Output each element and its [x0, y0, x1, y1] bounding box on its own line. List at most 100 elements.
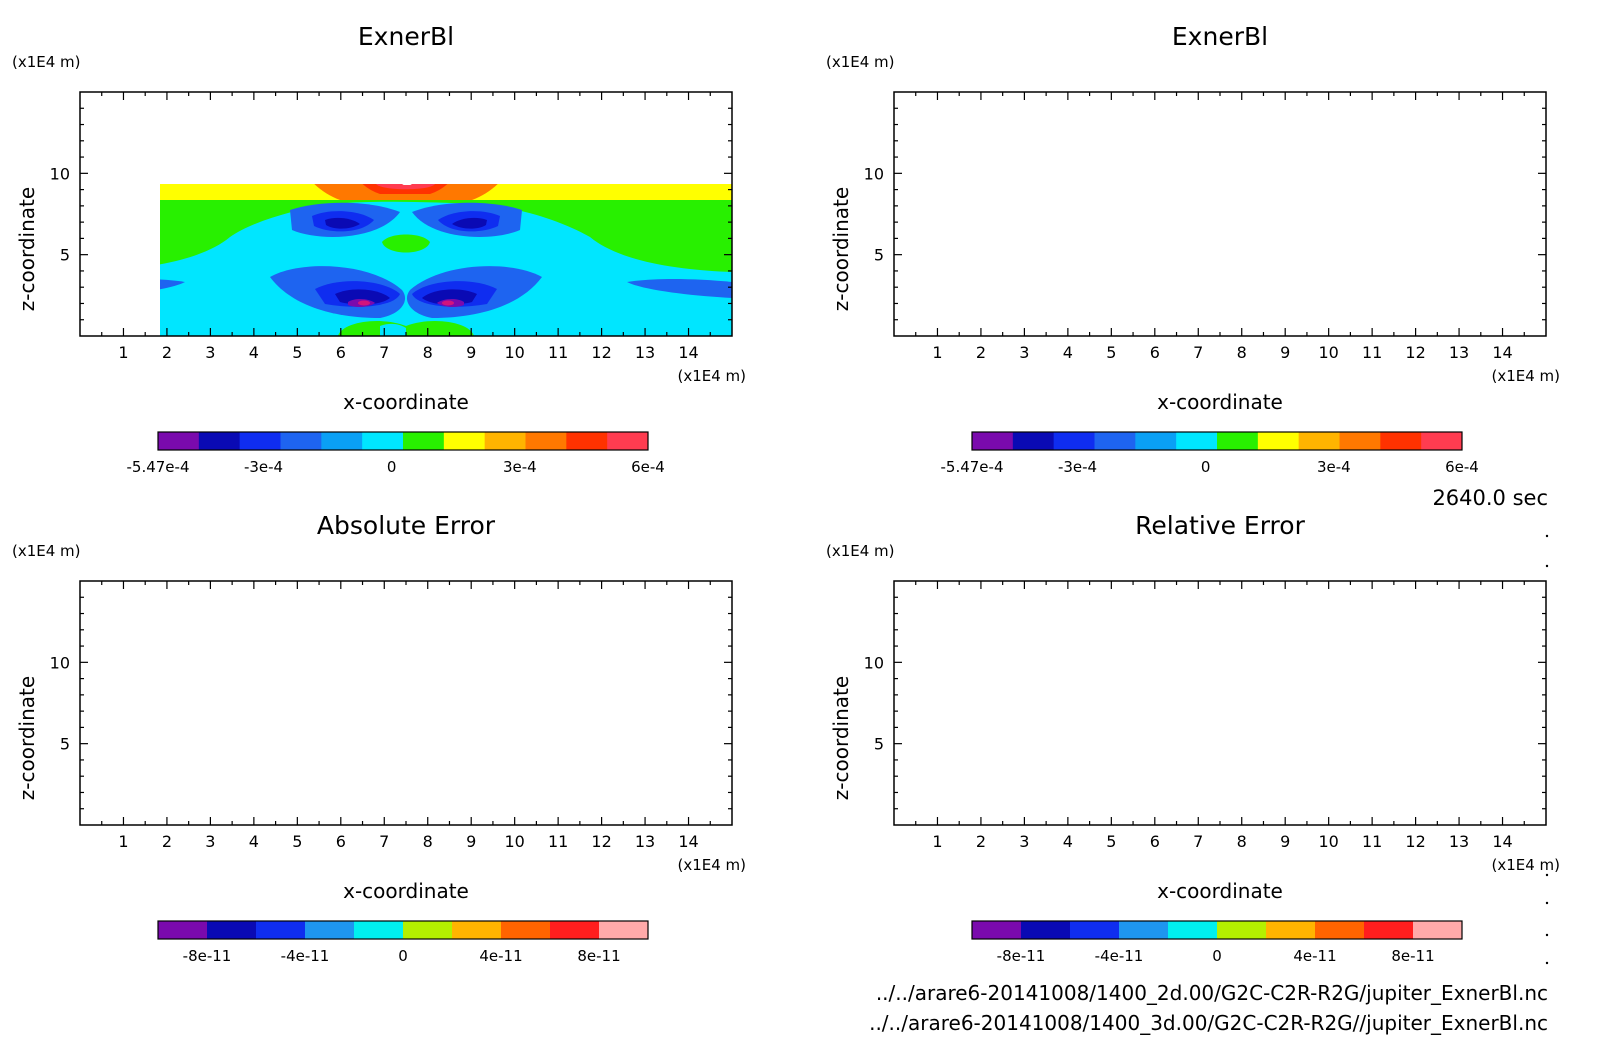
x-tick-label: 13: [635, 343, 655, 362]
colorbar-swatch: [1339, 432, 1381, 450]
x-tick-label: 11: [548, 343, 568, 362]
colorbar-swatch: [1021, 921, 1071, 939]
x-unit-label: (x1E4 m): [677, 367, 746, 385]
colorbar-swatch: [1217, 432, 1259, 450]
y-tick-label: 10: [864, 653, 884, 672]
panel-title: Absolute Error: [317, 511, 496, 540]
colorbar-swatch: [158, 921, 208, 939]
x-tick-label: 12: [591, 343, 611, 362]
x-unit-label: (x1E4 m): [1491, 367, 1560, 385]
y-axis-label: z-coordinate: [829, 676, 853, 800]
x-tick-label: 13: [635, 832, 655, 851]
y-unit-label: (x1E4 m): [12, 53, 81, 71]
margin-dot: [1545, 901, 1549, 905]
colorbar-swatch: [550, 921, 600, 939]
footer-path-1: ../../arare6-20141008/1400_2d.00/G2C-C2R…: [876, 981, 1548, 1005]
x-tick-label: 14: [1492, 343, 1512, 362]
x-tick-label: 4: [249, 343, 259, 362]
panel-title: ExnerBl: [358, 22, 454, 51]
y-axis-label: z-coordinate: [829, 187, 853, 311]
colorbar-frame-0: [157, 431, 649, 451]
x-tick-label: 12: [1405, 343, 1425, 362]
colorbar-swatch: [403, 432, 445, 450]
colorbar-swatch: [1298, 432, 1340, 450]
x-tick-label: 13: [1449, 343, 1469, 362]
colorbar-swatch: [403, 921, 453, 939]
colorbar-swatch: [501, 921, 551, 939]
margin-dot: [1545, 933, 1549, 937]
colorbar-label: 8e-11: [1391, 947, 1434, 965]
colorbar-label: -8e-11: [997, 947, 1046, 965]
x-tick-label: 3: [1019, 832, 1029, 851]
y-axis-label: z-coordinate: [15, 676, 39, 800]
colorbar-swatch: [362, 432, 404, 450]
x-tick-label: 9: [466, 832, 476, 851]
y-unit-label: (x1E4 m): [826, 542, 895, 560]
y-tick-label: 5: [60, 735, 70, 754]
x-tick-label: 6: [1150, 343, 1160, 362]
colorbar-label: -3e-4: [1058, 458, 1097, 476]
time-label: 2640.0 sec: [1432, 486, 1548, 510]
colorbar-swatch: [1315, 921, 1365, 939]
colorbar-frame-3: [971, 920, 1463, 940]
y-tick-label: 5: [60, 246, 70, 265]
x-tick-label: 7: [379, 832, 389, 851]
colorbar-swatch: [1070, 921, 1120, 939]
colorbar-swatch: [1119, 921, 1169, 939]
x-tick-label: 4: [1063, 343, 1073, 362]
colorbar-swatch: [354, 921, 404, 939]
colorbar-swatch: [1413, 921, 1463, 939]
colorbar-label: 4e-11: [1293, 947, 1336, 965]
x-tick-label: 2: [976, 832, 986, 851]
y-tick-label: 10: [50, 164, 70, 183]
colorbar-swatch: [1217, 921, 1267, 939]
colorbar-swatch: [305, 921, 355, 939]
colorbar-swatch: [321, 432, 363, 450]
y-tick-label: 5: [874, 735, 884, 754]
x-tick-label: 8: [423, 343, 433, 362]
colorbar-swatch: [525, 432, 567, 450]
x-tick-label: 5: [292, 832, 302, 851]
x-tick-label: 7: [1193, 343, 1203, 362]
colorbar-swatch: [1094, 432, 1136, 450]
x-unit-label: (x1E4 m): [677, 856, 746, 874]
colorbar-frame-1: [971, 431, 1463, 451]
colorbar-swatch: [452, 921, 502, 939]
x-tick-label: 12: [1405, 832, 1425, 851]
plot-frame-3: [893, 580, 1547, 826]
x-tick-label: 8: [1237, 343, 1247, 362]
colorbar-swatch: [1053, 432, 1095, 450]
colorbar-label: 6e-4: [1445, 458, 1479, 476]
x-tick-label: 9: [1280, 832, 1290, 851]
colorbar-frame-2: [157, 920, 649, 940]
colorbar-swatch: [599, 921, 649, 939]
x-tick-label: 10: [504, 832, 524, 851]
colorbar-swatch: [972, 921, 1022, 939]
y-tick-label: 5: [874, 246, 884, 265]
colorbar-swatch: [1135, 432, 1177, 450]
x-axis-label: x-coordinate: [1157, 879, 1283, 903]
panel-title: Relative Error: [1135, 511, 1305, 540]
y-tick-label: 10: [50, 653, 70, 672]
x-tick-label: 14: [678, 343, 698, 362]
colorbar-swatch: [1380, 432, 1422, 450]
y-unit-label: (x1E4 m): [826, 53, 895, 71]
colorbar-swatch: [239, 432, 281, 450]
contour-field-0: [160, 184, 732, 336]
colorbar-swatch: [1421, 432, 1463, 450]
colorbar-label: -5.47e-4: [127, 458, 190, 476]
colorbar-swatch: [1012, 432, 1055, 450]
x-tick-label: 10: [1318, 343, 1338, 362]
x-tick-label: 11: [1362, 832, 1382, 851]
plot-frame-1: [893, 91, 1547, 337]
colorbar-label: -5.47e-4: [941, 458, 1004, 476]
x-tick-label: 5: [292, 343, 302, 362]
colorbar-swatch: [1257, 432, 1300, 450]
colorbar-swatch: [1364, 921, 1414, 939]
colorbar-swatch: [158, 432, 200, 450]
plot-frame-2: [79, 580, 733, 826]
colorbar-label: 0: [1201, 458, 1211, 476]
colorbar-label: 0: [1212, 947, 1222, 965]
y-tick-label: 10: [864, 164, 884, 183]
